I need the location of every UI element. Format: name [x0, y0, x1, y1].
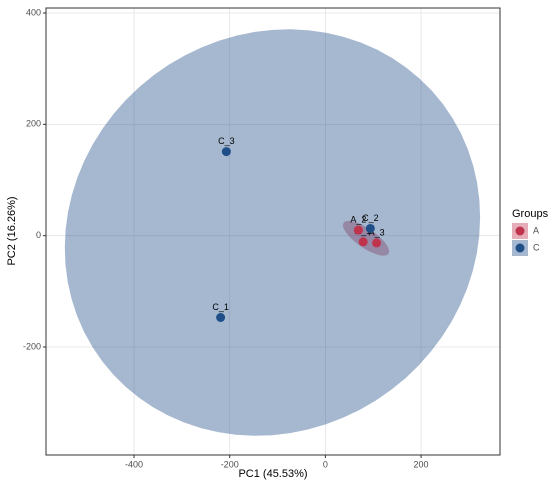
point — [216, 313, 226, 323]
legend-label: A — [533, 225, 539, 235]
points: A_1 A_2A_3 C_1 C_2 C_3 — [212, 136, 385, 323]
y-axis-title: PC2 (16.26%) — [6, 196, 18, 265]
x-axis-title: PC1 (45.53%) — [238, 468, 307, 480]
point-label: A_2 — [350, 214, 366, 224]
point-label: C_1 — [212, 302, 229, 312]
point — [365, 223, 375, 233]
point-label: C_2 — [362, 213, 379, 223]
point — [358, 237, 368, 247]
y-tick-label: 0 — [36, 230, 41, 240]
axes: -400 -200 0 200 -200 0 200 400 — [23, 7, 429, 469]
y-tick-label: 400 — [26, 7, 41, 17]
x-tick-label: -200 — [221, 459, 239, 469]
point-label: A_3 — [369, 227, 385, 237]
plot-frame — [45, 7, 501, 456]
confidence-ellipse — [64, 29, 481, 436]
x-tick-label: 0 — [323, 459, 328, 469]
point — [221, 147, 231, 157]
legend: AC — [512, 223, 540, 256]
legend-point — [515, 226, 525, 236]
legend-label: C — [533, 242, 540, 252]
y-tick-label: 200 — [26, 119, 41, 129]
legend-title: Groups — [512, 208, 549, 220]
point — [372, 238, 382, 248]
y-tick-label: -200 — [23, 341, 41, 351]
legend-point — [515, 243, 525, 253]
point-label: C_3 — [218, 136, 235, 146]
point-label: A_1 — [355, 226, 371, 236]
x-tick-label: 200 — [414, 459, 429, 469]
grid — [46, 8, 500, 455]
x-tick-label: -400 — [125, 459, 143, 469]
point — [353, 225, 363, 235]
